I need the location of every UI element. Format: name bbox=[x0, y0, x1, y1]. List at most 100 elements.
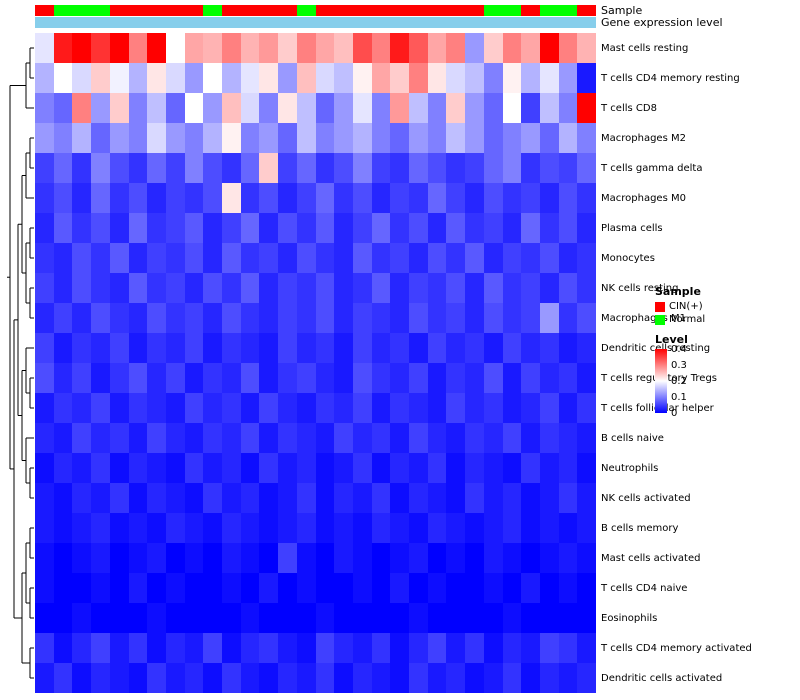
heatmap-cell bbox=[165, 33, 185, 63]
heatmap-cell bbox=[165, 243, 185, 273]
heatmap-cell bbox=[465, 303, 484, 333]
heatmap-cell bbox=[72, 63, 92, 93]
heatmap-cell bbox=[128, 333, 148, 363]
heatmap-cell bbox=[128, 303, 148, 333]
heatmap-cell bbox=[371, 483, 391, 513]
heatmap-cell bbox=[502, 273, 522, 303]
heatmap-cell bbox=[352, 633, 372, 663]
heatmap-cell bbox=[352, 33, 372, 63]
heatmap-cell bbox=[539, 33, 559, 63]
heatmap-cell bbox=[109, 573, 129, 603]
heatmap-cell bbox=[203, 393, 222, 423]
heatmap-cell bbox=[446, 603, 466, 633]
heatmap-cell bbox=[334, 273, 353, 303]
heatmap-cell bbox=[259, 93, 279, 123]
heatmap-cell bbox=[240, 93, 260, 123]
heatmap-cell bbox=[409, 303, 428, 333]
heatmap-cell bbox=[53, 393, 73, 423]
heatmap-cell bbox=[465, 243, 484, 273]
heatmap-cell bbox=[278, 453, 297, 483]
heatmap-cell bbox=[240, 333, 260, 363]
heatmap-cell bbox=[558, 513, 578, 543]
sample-annotation-cell bbox=[109, 5, 129, 16]
heatmap-cell bbox=[334, 603, 353, 633]
heatmap-cell bbox=[165, 93, 185, 123]
heatmap-cell bbox=[35, 123, 54, 153]
heatmap-cell bbox=[91, 513, 110, 543]
heatmap-cell bbox=[539, 573, 559, 603]
sample-annotation-cell bbox=[334, 5, 353, 16]
heatmap-cell bbox=[558, 273, 578, 303]
heatmap-cell bbox=[203, 153, 222, 183]
heatmap-cell bbox=[128, 213, 148, 243]
heatmap-cell bbox=[352, 453, 372, 483]
heatmap-cell bbox=[371, 333, 391, 363]
heatmap-cell bbox=[502, 423, 522, 453]
heatmap-cell bbox=[409, 93, 428, 123]
heatmap-cell bbox=[240, 363, 260, 393]
heatmap-cell bbox=[371, 363, 391, 393]
heatmap-cell bbox=[165, 423, 185, 453]
heatmap-cell bbox=[128, 483, 148, 513]
heatmap-cell bbox=[352, 93, 372, 123]
heatmap-cell bbox=[203, 423, 222, 453]
heatmap-cell bbox=[53, 243, 73, 273]
heatmap-cell bbox=[334, 453, 353, 483]
heatmap-cell bbox=[203, 93, 222, 123]
heatmap-cell bbox=[539, 513, 559, 543]
heatmap-cell bbox=[465, 123, 484, 153]
heatmap-cell bbox=[558, 453, 578, 483]
heatmap-cell bbox=[165, 183, 185, 213]
heatmap-cell bbox=[240, 33, 260, 63]
heatmap-cell bbox=[315, 33, 335, 63]
heatmap-cell bbox=[352, 513, 372, 543]
heatmap-cell bbox=[483, 663, 503, 693]
heatmap-cell bbox=[35, 423, 54, 453]
heatmap-cell bbox=[240, 153, 260, 183]
heatmap-cell bbox=[278, 633, 297, 663]
heatmap-cell bbox=[390, 663, 409, 693]
heatmap-cell bbox=[315, 93, 335, 123]
heatmap-cell bbox=[483, 303, 503, 333]
heatmap-cell bbox=[109, 393, 129, 423]
heatmap-cell bbox=[315, 123, 335, 153]
heatmap-cell bbox=[91, 573, 110, 603]
heatmap-cell bbox=[259, 483, 279, 513]
heatmap-cell bbox=[72, 513, 92, 543]
heatmap-cell bbox=[334, 183, 353, 213]
heatmap-cell bbox=[165, 663, 185, 693]
heatmap-cell bbox=[53, 303, 73, 333]
heatmap-cell bbox=[446, 663, 466, 693]
heatmap-cell bbox=[352, 573, 372, 603]
heatmap-cell bbox=[502, 33, 522, 63]
level-tick-label: 0.1 bbox=[671, 392, 687, 403]
heatmap-cell bbox=[203, 663, 222, 693]
heatmap-cell bbox=[334, 333, 353, 363]
heatmap-cell bbox=[409, 33, 428, 63]
heatmap-cell bbox=[240, 423, 260, 453]
heatmap-cell bbox=[483, 243, 503, 273]
heatmap-cell bbox=[577, 183, 596, 213]
heatmap-cell bbox=[259, 123, 279, 153]
heatmap-cell bbox=[427, 363, 447, 393]
heatmap-cell bbox=[502, 573, 522, 603]
heatmap-cell bbox=[53, 63, 73, 93]
heatmap-cell bbox=[315, 663, 335, 693]
heatmap-cell bbox=[165, 333, 185, 363]
row-label: B cells memory bbox=[601, 522, 679, 534]
heatmap-cell bbox=[203, 183, 222, 213]
heatmap-cell bbox=[427, 273, 447, 303]
heatmap-cell bbox=[278, 393, 297, 423]
heatmap-cell bbox=[53, 663, 73, 693]
heatmap-cell bbox=[184, 183, 204, 213]
heatmap-cell bbox=[409, 213, 428, 243]
heatmap-cell bbox=[483, 33, 503, 63]
sample-annotation-cell bbox=[577, 5, 596, 16]
heatmap-cell bbox=[539, 393, 559, 423]
heatmap-cell bbox=[390, 153, 409, 183]
sample-annotation-cell bbox=[521, 5, 540, 16]
heatmap-cell bbox=[259, 423, 279, 453]
heatmap-cell bbox=[465, 603, 484, 633]
heatmap-cell bbox=[72, 273, 92, 303]
heatmap-cell bbox=[352, 363, 372, 393]
